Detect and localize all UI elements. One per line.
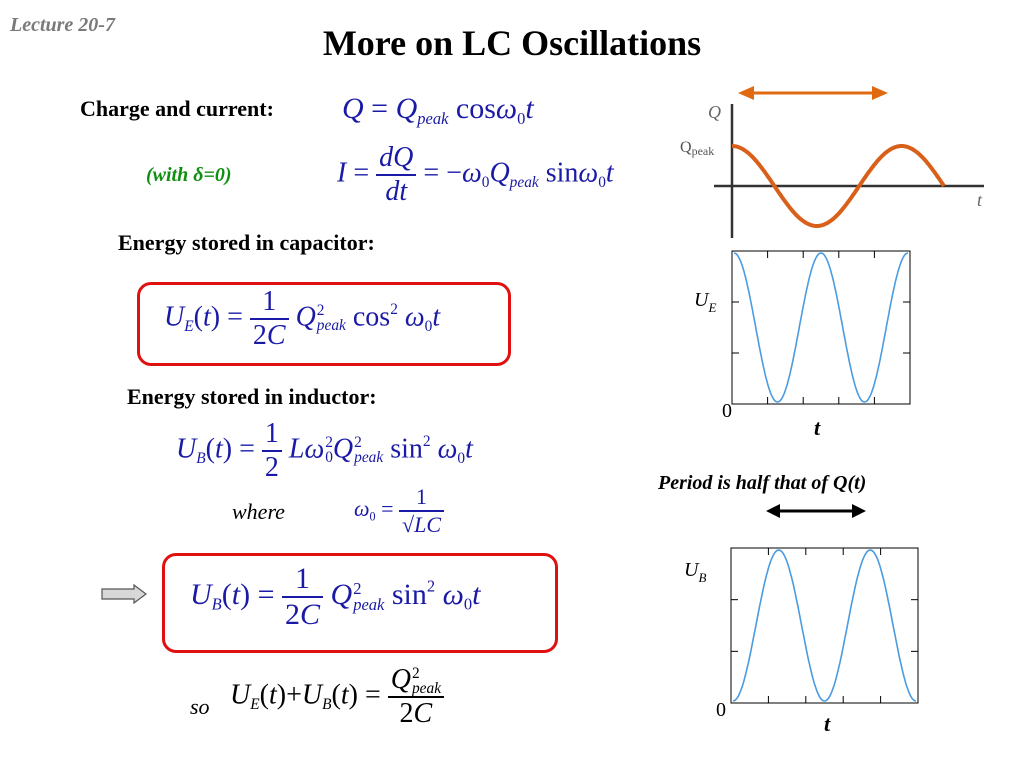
ue-zero-label: 0 (722, 400, 732, 422)
ue-t-label: t (814, 415, 821, 440)
inductor-energy-box (162, 553, 558, 653)
ub-t-label: t (824, 711, 831, 736)
capacitor-energy-equation: UE(t) = 1 2C Q 2 peak cos2 ω0t (164, 286, 441, 351)
double-arrow-orange-icon (738, 86, 888, 100)
ub-axis-label: UB (684, 559, 706, 585)
ub-graph: UB 0 t (684, 547, 919, 736)
where-label: where (232, 499, 285, 524)
lecture-label: Lecture 20-7 (10, 14, 115, 36)
ub-zero-label: 0 (716, 699, 726, 721)
delta-note: (with δ=0) (146, 164, 232, 186)
charge-graph: Q Qpeak t (680, 86, 984, 238)
ue-curve (733, 252, 909, 403)
capacitor-heading: Energy stored in capacitor: (118, 230, 375, 255)
charge-curve (732, 144, 946, 228)
t-axis-label: t (977, 190, 983, 210)
so-label: so (190, 694, 210, 719)
omega-equation: ω0 = 1 √LC (354, 484, 445, 538)
inductor-heading: Energy stored in inductor: (127, 384, 377, 409)
inductor-energy-result: UB(t) = 1 2C Q 2 peak sin2 ω0t (190, 562, 481, 631)
ue-graph: UE 0 t (694, 250, 911, 440)
charge-equation: Q = Qpeak cosω0t (342, 92, 534, 128)
double-arrow-black-icon (766, 504, 866, 518)
ue-axis-label: UE (694, 289, 716, 315)
slide-title: More on LC Oscillations (322, 23, 702, 63)
ub-curve (732, 549, 917, 702)
total-energy-equation: UE(t)+UB(t) = Q 2 peak 2C (230, 664, 445, 730)
q-peak-label: Qpeak (680, 139, 714, 158)
charge-current-heading: Charge and current: (80, 96, 274, 121)
q-axis-label: Q (708, 102, 721, 122)
capacitor-energy-box (137, 282, 511, 366)
current-equation: I = dQ dt = −ω0Qpeak sinω0t (337, 142, 614, 207)
right-arrow-icon (101, 584, 147, 604)
period-caption: Period is half that of Q(t) (658, 472, 867, 494)
